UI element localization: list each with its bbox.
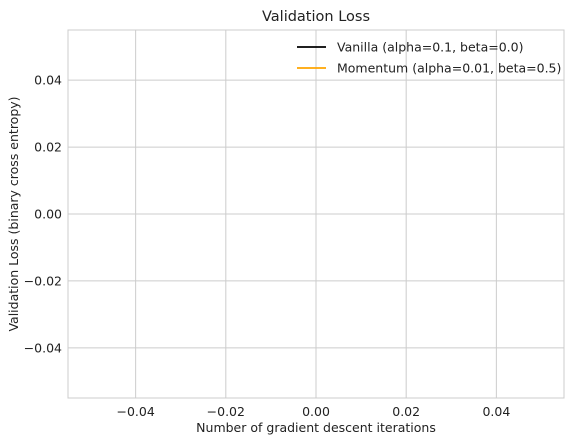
x-tick-label: −0.04 [116, 404, 154, 419]
y-axis-label: Validation Loss (binary cross entropy) [6, 96, 21, 331]
x-axis-label: Number of gradient descent iterations [196, 420, 436, 435]
legend: Vanilla (alpha=0.1, beta=0.0) Momentum (… [297, 40, 561, 76]
plot-frame [67, 29, 565, 399]
y-axis-ticks: −0.04 −0.02 0.00 0.02 0.04 [24, 73, 62, 356]
y-tick-label: −0.02 [24, 273, 62, 288]
x-tick-label: −0.02 [207, 404, 245, 419]
x-tick-label: 0.00 [302, 404, 330, 419]
y-tick-label: −0.04 [24, 340, 62, 355]
x-tick-label: 0.02 [392, 404, 420, 419]
legend-label-momentum: Momentum (alpha=0.01, beta=0.5) [337, 61, 561, 76]
y-tick-label: 0.04 [34, 73, 62, 88]
y-tick-label: 0.02 [34, 140, 62, 155]
x-axis-ticks: −0.04 −0.02 0.00 0.02 0.04 [116, 404, 510, 419]
x-tick-label: 0.04 [482, 404, 510, 419]
legend-label-vanilla: Vanilla (alpha=0.1, beta=0.0) [337, 40, 523, 55]
grid-lines [68, 30, 564, 398]
chart-title: Validation Loss [262, 9, 370, 25]
y-tick-label: 0.00 [34, 207, 62, 222]
